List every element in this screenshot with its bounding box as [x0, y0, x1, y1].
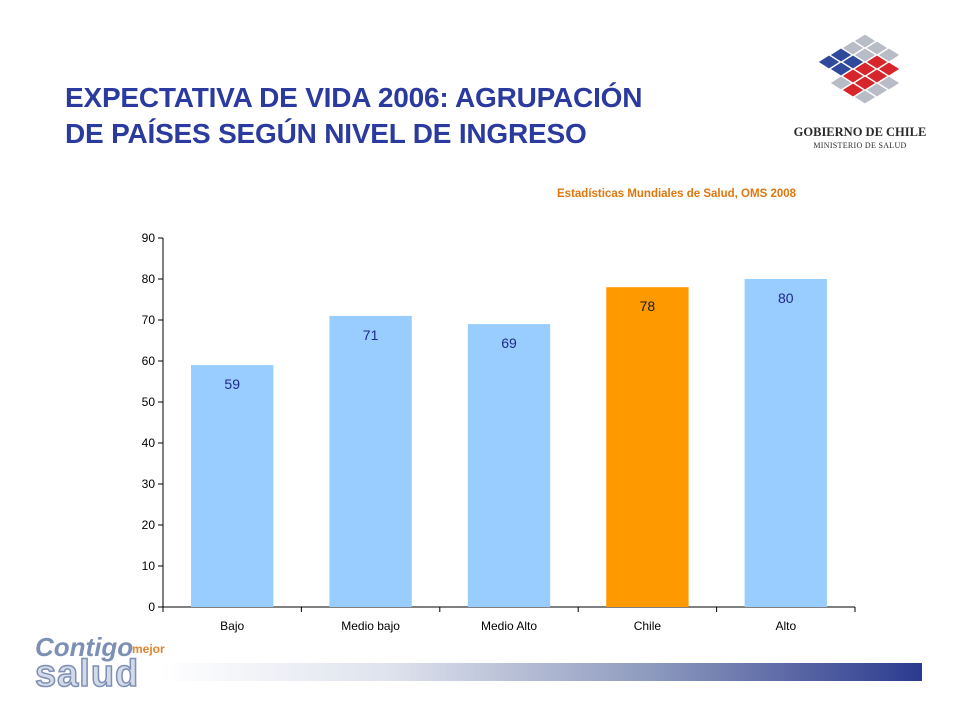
y-tick-label: 20: [142, 518, 156, 532]
slide-title: EXPECTATIVA DE VIDA 2006: AGRUPACIÓN DE …: [65, 80, 765, 152]
x-axis: Bajo Medio bajo Medio Alto Chile Alto: [162, 606, 856, 633]
bar: [329, 315, 412, 607]
data-label: 80: [778, 290, 794, 306]
y-tick-label: 40: [142, 436, 156, 450]
y-tick-label: 90: [142, 231, 156, 245]
title-line-2: DE PAÍSES SEGÚN NIVEL DE INGRESO: [65, 118, 587, 149]
emblem-tile: [829, 75, 853, 91]
y-tick-label: 50: [142, 395, 156, 409]
y-tick-label: 30: [142, 477, 156, 491]
y-tick-label: 70: [142, 313, 156, 327]
x-tick-label: Medio Alto: [481, 619, 537, 633]
data-label: 59: [224, 376, 240, 392]
x-tick-label: Alto: [775, 619, 796, 633]
bar: [191, 365, 274, 607]
y-tick-label: 0: [148, 600, 155, 614]
gobierno-name: GOBIERNO DE CHILE: [793, 125, 927, 139]
x-tick-label: Bajo: [220, 619, 244, 633]
emblem-tile: [817, 54, 841, 70]
gobierno-de-chile-logo: GOBIERNO DE CHILE MINISTERIO DE SALUD: [790, 35, 930, 160]
bar: [467, 324, 551, 607]
emblem-tile: [877, 75, 901, 91]
gobierno-emblem-icon: [817, 35, 901, 105]
emblem-tile: [865, 82, 889, 98]
contigo-word: Contigo: [35, 632, 134, 662]
salud-word: salud: [34, 653, 140, 695]
contigo-mejor-salud-logo: Contigo mejor salud: [34, 632, 165, 695]
data-label: 78: [640, 298, 656, 314]
bar-series: 59 71 69 78 80: [191, 279, 827, 607]
bar: [606, 287, 689, 607]
y-tick-label: 60: [142, 354, 156, 368]
x-tick-label: Chile: [634, 619, 662, 633]
x-tick-label: Medio bajo: [341, 619, 400, 633]
emblem-tile: [853, 89, 877, 105]
ministerio-name: MINISTERIO DE SALUD: [813, 141, 907, 150]
y-tick-label: 10: [142, 559, 156, 573]
source-note: Estadísticas Mundiales de Salud, OMS 200…: [557, 188, 797, 200]
data-label: 71: [363, 327, 379, 343]
footer-gradient-bar: [160, 663, 922, 681]
mejor-word: mejor: [132, 642, 165, 656]
data-label: 69: [501, 335, 517, 351]
y-tick-label: 80: [142, 272, 156, 286]
bar: [744, 279, 827, 607]
title-line-1: EXPECTATIVA DE VIDA 2006: AGRUPACIÓN: [65, 82, 643, 113]
y-axis: 0 10 20 30 40 50 60 70 80 90: [142, 231, 164, 614]
emblem-tile: [841, 82, 865, 98]
